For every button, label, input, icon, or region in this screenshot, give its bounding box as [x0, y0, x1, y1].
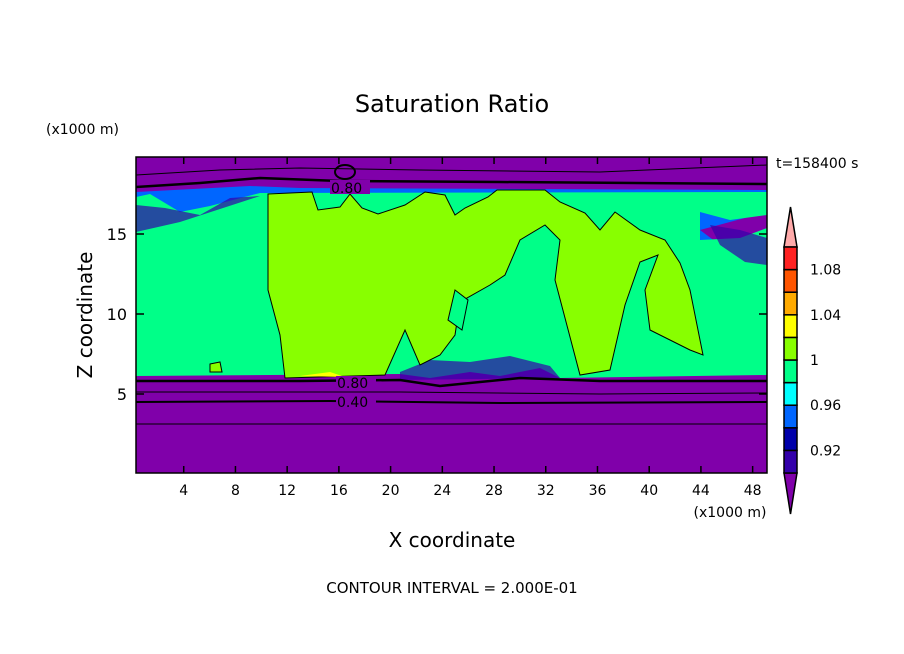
- x-tick-label: 4: [179, 483, 188, 499]
- contour-line-0.80-upper: [135, 176, 768, 189]
- x-tick-label: 32: [537, 483, 555, 499]
- colorbar-over-arrow: [783, 206, 798, 248]
- x-tick-label: 40: [640, 483, 658, 499]
- x-tick-label: 24: [433, 483, 451, 499]
- colorbar-tick-label: 0.92: [810, 443, 841, 459]
- lime-patch: [209, 361, 223, 373]
- contour-label: 0.40: [337, 395, 368, 411]
- contour-label: 0.80: [337, 376, 368, 392]
- dry-patch-upper-right: [710, 225, 767, 265]
- contour-loop: [334, 164, 356, 180]
- fill-1.00-1.02: [267, 189, 704, 379]
- colorbar-tick-label: 0.96: [810, 398, 841, 414]
- colorbar-tick-label: 1: [810, 353, 819, 369]
- colorbar-swatch: [783, 404, 798, 429]
- colorbar-swatch: [783, 291, 798, 316]
- chart-title: Saturation Ratio: [355, 90, 549, 118]
- colorbar-swatch: [783, 246, 798, 271]
- x-axis-label: X coordinate: [389, 528, 516, 552]
- contour-line-lower-mid: [136, 391, 768, 395]
- contour-line-0.40: [135, 399, 768, 405]
- y-tick-label: 15: [107, 225, 127, 244]
- contour-line-upper: [135, 164, 768, 176]
- x-tick-label: 36: [589, 483, 607, 499]
- x-tick-label: 12: [278, 483, 296, 499]
- plot-area: 0.80 0.80 0.40: [135, 156, 768, 474]
- plot-frame: [135, 156, 768, 474]
- contour-label: 0.80: [331, 181, 362, 197]
- contour-interval-label: CONTOUR INTERVAL = 2.000E-01: [326, 579, 577, 597]
- colorbar-swatch: [783, 336, 798, 361]
- contour-line-0.80-lower: [136, 376, 767, 388]
- colorbar-under-arrow: [783, 472, 798, 515]
- colorbar-swatch: [783, 381, 798, 406]
- y-tick-label: 5: [117, 385, 127, 404]
- green-hole: [447, 289, 469, 331]
- y-units-label: (x1000 m): [46, 122, 119, 138]
- fill-1.02-1.04: [300, 372, 345, 377]
- dry-patch-mid: [400, 356, 560, 380]
- x-tick-label: 28: [485, 483, 503, 499]
- y-axis-label: Z coordinate: [73, 252, 97, 379]
- colorbar-swatch: [783, 314, 798, 339]
- x-tick-label: 48: [744, 483, 762, 499]
- time-label: t=158400 s: [776, 156, 858, 172]
- x-tick-label: 44: [692, 483, 710, 499]
- y-tick-label: 10: [107, 305, 127, 324]
- colorbar-swatch: [783, 449, 798, 474]
- dry-patch-upper-left: [136, 196, 260, 232]
- x-tick-label: 8: [231, 483, 240, 499]
- colorbar-tick-label: 1.04: [810, 308, 841, 324]
- x-units-label: (x1000 m): [694, 505, 767, 521]
- x-tick-label: 16: [330, 483, 348, 499]
- x-tick-label: 20: [382, 483, 400, 499]
- colorbar-swatch: [783, 268, 798, 293]
- colorbar-swatch: [783, 359, 798, 384]
- colorbar: 0.92 0.96 1 1.04 1.08: [783, 206, 841, 515]
- colorbar-tick-label: 1.08: [810, 263, 841, 279]
- colorbar-swatch: [783, 427, 798, 452]
